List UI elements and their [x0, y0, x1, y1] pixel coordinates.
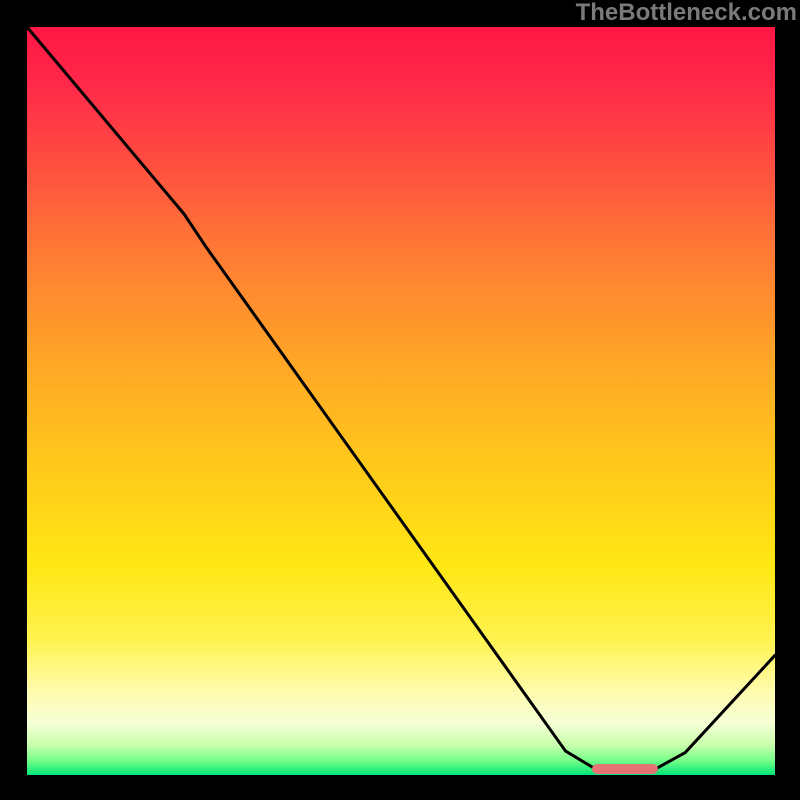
minimum-marker [592, 764, 658, 774]
curve-path [27, 27, 775, 769]
watermark-text: TheBottleneck.com [576, 0, 797, 27]
plot-area [27, 27, 775, 775]
chart-container: TheBottleneck.com [0, 0, 800, 800]
bottleneck-curve [27, 27, 775, 775]
